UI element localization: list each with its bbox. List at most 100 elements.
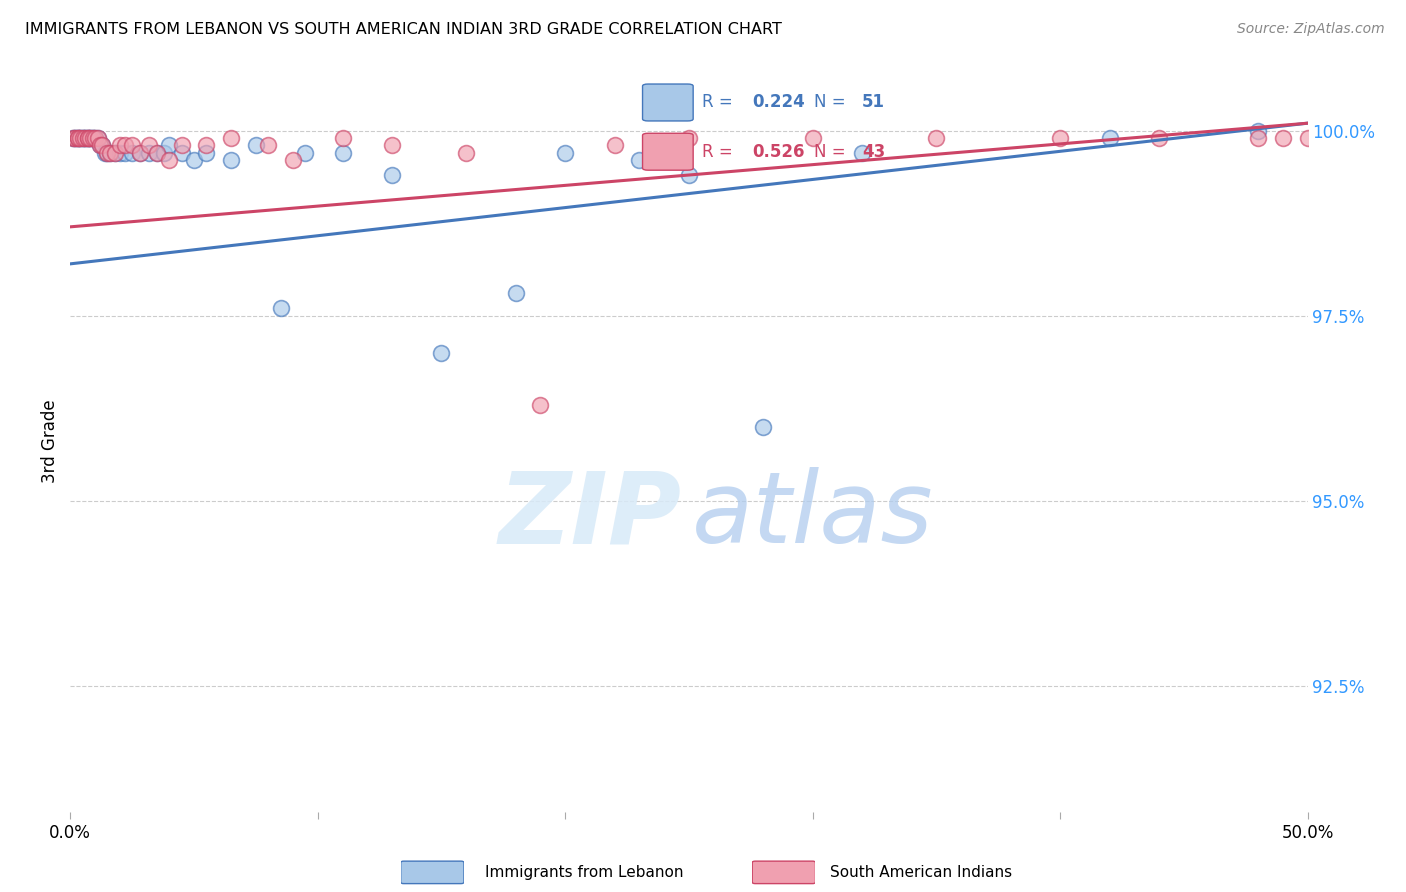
Point <box>98 145 121 160</box>
Text: Immigrants from Lebanon: Immigrants from Lebanon <box>485 865 683 880</box>
Point <box>1247 123 1270 137</box>
Point <box>332 145 354 160</box>
Point <box>96 145 118 160</box>
Point <box>554 145 576 160</box>
FancyBboxPatch shape <box>643 84 693 121</box>
Point <box>925 131 948 145</box>
Point <box>678 168 700 182</box>
Point <box>195 145 218 160</box>
Text: N =: N = <box>814 143 851 161</box>
Text: 0.224: 0.224 <box>752 94 806 112</box>
Point <box>146 145 169 160</box>
Text: Source: ZipAtlas.com: Source: ZipAtlas.com <box>1237 22 1385 37</box>
Point <box>79 131 101 145</box>
Point <box>79 131 101 145</box>
Point <box>381 138 404 153</box>
Point <box>505 286 527 301</box>
Point <box>381 168 404 182</box>
Point <box>84 131 107 145</box>
Point <box>138 145 160 160</box>
Point <box>66 131 89 145</box>
Point <box>62 131 84 145</box>
Point <box>94 145 117 160</box>
Point <box>82 131 104 145</box>
Point <box>72 131 94 145</box>
Point <box>603 138 626 153</box>
Point <box>1271 131 1294 145</box>
Point <box>153 145 176 160</box>
Point <box>1049 131 1071 145</box>
Point <box>108 138 131 153</box>
Point <box>270 301 292 316</box>
Point <box>62 131 84 145</box>
Point <box>121 145 143 160</box>
Point <box>1147 131 1170 145</box>
Point <box>66 131 89 145</box>
Point <box>128 145 150 160</box>
Point <box>195 138 218 153</box>
Point <box>678 131 700 145</box>
Point <box>138 138 160 153</box>
Point <box>801 131 824 145</box>
Point <box>69 131 91 145</box>
Point <box>96 145 118 160</box>
Point <box>86 131 108 145</box>
Point <box>332 131 354 145</box>
Point <box>75 131 97 145</box>
Point <box>72 131 94 145</box>
Text: 0.526: 0.526 <box>752 143 804 161</box>
Point <box>76 131 98 145</box>
Point <box>76 131 98 145</box>
Point <box>104 145 127 160</box>
Point <box>529 398 551 412</box>
Point <box>170 145 193 160</box>
Point <box>72 131 94 145</box>
Point <box>82 131 104 145</box>
Text: N =: N = <box>814 94 851 112</box>
Text: R =: R = <box>702 143 738 161</box>
Point <box>76 131 98 145</box>
Point <box>89 138 111 153</box>
Point <box>1098 131 1121 145</box>
Point <box>114 138 136 153</box>
Text: 51: 51 <box>862 94 884 112</box>
FancyBboxPatch shape <box>752 861 815 884</box>
Point <box>245 138 267 153</box>
Point <box>104 145 127 160</box>
Point <box>84 131 107 145</box>
Point <box>121 138 143 153</box>
Point <box>91 138 114 153</box>
Point <box>76 131 98 145</box>
Y-axis label: 3rd Grade: 3rd Grade <box>41 400 59 483</box>
Point <box>79 131 101 145</box>
Text: R =: R = <box>702 94 738 112</box>
Point <box>65 131 87 145</box>
Point <box>65 131 87 145</box>
Point <box>89 138 111 153</box>
Point <box>157 153 180 168</box>
Point <box>219 153 242 168</box>
Point <box>170 138 193 153</box>
Point <box>69 131 91 145</box>
Point <box>65 131 87 145</box>
Point <box>91 138 114 153</box>
Text: IMMIGRANTS FROM LEBANON VS SOUTH AMERICAN INDIAN 3RD GRADE CORRELATION CHART: IMMIGRANTS FROM LEBANON VS SOUTH AMERICA… <box>25 22 782 37</box>
Point <box>108 145 131 160</box>
Point <box>75 131 97 145</box>
Point <box>98 145 121 160</box>
Point <box>628 153 651 168</box>
Text: 43: 43 <box>862 143 886 161</box>
Text: South American Indians: South American Indians <box>830 865 1012 880</box>
FancyBboxPatch shape <box>643 133 693 170</box>
Point <box>183 153 205 168</box>
Point <box>1247 131 1270 145</box>
Point <box>69 131 91 145</box>
Point <box>281 153 304 168</box>
Point <box>456 145 478 160</box>
Point <box>257 138 280 153</box>
Point <box>146 145 169 160</box>
Point <box>157 138 180 153</box>
FancyBboxPatch shape <box>401 861 464 884</box>
Point <box>294 145 316 160</box>
Point <box>430 345 453 359</box>
